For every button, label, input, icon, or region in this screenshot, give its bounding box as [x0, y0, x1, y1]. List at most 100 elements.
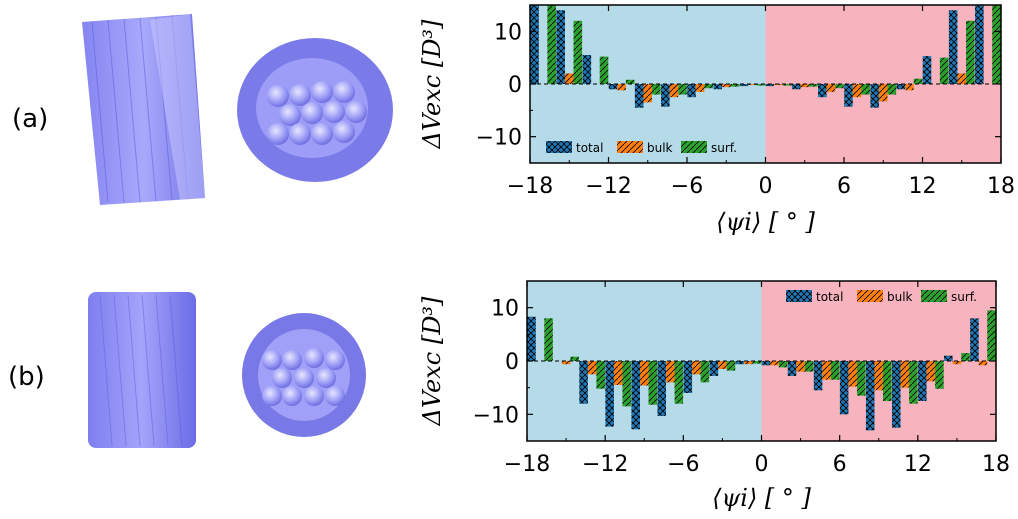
chart-a-bar-total [844, 84, 853, 107]
chart-a-bar-bulk [669, 84, 679, 98]
chart-b-bar-surf [674, 361, 684, 404]
chart-b-bar-bulk [639, 361, 649, 386]
chart-b-bar-bulk [561, 361, 571, 365]
panel-label-b: (b) [8, 362, 45, 392]
chart-a-bar-bulk [800, 84, 810, 88]
chart-a-xtick-label: −12 [585, 174, 631, 199]
chart-a-ytick-label: −10 [476, 126, 522, 151]
chart-b-bar-bulk [744, 361, 753, 365]
chart-b-bar-surf [987, 310, 996, 361]
chart-a-bar-total [556, 10, 565, 85]
chart-b-bar-surf [596, 361, 605, 389]
chart-a-bar-bulk [878, 84, 888, 102]
chart-b-bar-bulk [952, 361, 962, 365]
chart-b-ytick-label: 10 [491, 297, 519, 322]
chart-b-bar-bulk [900, 361, 910, 388]
chart-b-legend-label-surf: surf. [951, 290, 977, 304]
chart-a-bar-surf [756, 84, 766, 86]
chart-b-bar-total [527, 316, 536, 361]
chart-b-bar-surf [961, 353, 970, 361]
chart-a-bar-total [765, 84, 775, 87]
chart-a-legend-swatch-total [546, 141, 572, 153]
chart-a-xtick-label: −18 [507, 174, 553, 199]
chart-a-bar-surf [547, 5, 556, 84]
chart-b-bar-total [631, 361, 640, 430]
chart-b-bar-surf [700, 361, 710, 383]
chart-b-bar-surf [935, 361, 944, 389]
chart-b-bar-bulk [822, 361, 831, 380]
chart-b-bar-bulk [718, 361, 727, 369]
chart-b-bar-surf [856, 361, 866, 396]
chart-a-bar-bulk [643, 84, 653, 103]
chart-b-ylabel: ΔVexc [D³] [418, 296, 446, 426]
chart-a-bar-surf [704, 84, 713, 89]
chart-a-bar-total [791, 84, 801, 90]
chart-b-ytick-label: −10 [473, 403, 519, 428]
chart-b-xtick-label: 12 [904, 452, 932, 477]
chart-b-bar-total [683, 361, 693, 393]
chart-b-xtick-label: −18 [504, 452, 550, 477]
chart-a-bar-surf [913, 78, 923, 84]
chart-b-bar-bulk [770, 361, 779, 366]
chart-a-xtick-label: 12 [909, 174, 937, 199]
chart-b-ytick-label: 0 [505, 350, 519, 375]
chart-a-bar-surf [573, 20, 583, 84]
chart-b-bar-surf [622, 361, 632, 407]
chart-b-bar-surf [883, 361, 892, 401]
chart-a-bar-surf [782, 84, 792, 86]
chart-b-bar-bulk [848, 361, 857, 387]
chart-b-bar-total [761, 361, 771, 366]
panel-label-a: (a) [12, 104, 49, 134]
chart-b-xlabel: ⟨ψi⟩ [ ° ] [712, 484, 811, 512]
chart-a-bar-total [975, 5, 984, 84]
chart-b-bar-total [735, 361, 745, 365]
chart-b-bar-total [839, 361, 849, 415]
chart-a-legend-label-bulk: bulk [647, 141, 673, 155]
chart-b-legend-swatch-bulk [857, 290, 883, 302]
chart-a-xlabel: ⟨ψi⟩ [ ° ] [716, 208, 815, 236]
chart-b-bar-surf [804, 361, 814, 372]
chart-a-bar-bulk [774, 84, 783, 86]
chart-a-bar-surf [861, 84, 870, 95]
chart-b-bar-bulk [796, 361, 805, 372]
chart-a-bar-bulk [852, 84, 862, 98]
chart-a-bar-surf [966, 20, 975, 84]
chart-b-legend-label-bulk: bulk [887, 290, 913, 304]
chart-a-bar-surf [992, 5, 1001, 84]
chart-a-bar-total [661, 84, 670, 107]
chart-a-bar-total [582, 55, 592, 84]
chart-a-bar-surf [730, 84, 740, 87]
chart-a-legend-label-total: total [576, 141, 603, 155]
chart-a-bar-total [530, 5, 539, 84]
bundle-a-top-view [237, 38, 393, 182]
chart-b-bar-total [865, 361, 875, 431]
chart-a-bar-total [634, 84, 644, 108]
chart-a-bar-bulk [957, 73, 967, 84]
bundle-b-top-view [242, 313, 366, 437]
chart-a-bar-surf [678, 84, 687, 95]
chart-a-bar-total [739, 84, 749, 87]
chart-b-bar-total [918, 361, 927, 401]
chart-a-xtick-label: 0 [759, 174, 773, 199]
chart-a-bar-surf [625, 79, 635, 84]
chart-a-bar-surf [835, 84, 844, 89]
chart-a-xtick-label: 6 [837, 174, 851, 199]
chart-a-bar-surf [599, 56, 609, 84]
chart-b-bar-surf [778, 361, 788, 368]
chart-b-xtick-label: 6 [833, 452, 847, 477]
chart-a-ytick-label: 10 [494, 20, 522, 45]
chart-a-legend-label-surf: surf. [711, 141, 737, 155]
chart-b-bar-surf [648, 361, 658, 405]
chart-a-bar-surf [939, 57, 949, 84]
chart-b-bar-surf [909, 361, 918, 404]
chart-b-bar-total [787, 361, 797, 376]
chart-b-xtick-label: −6 [667, 452, 699, 477]
chart-a-ylabel: ΔVexc [D³] [418, 19, 446, 149]
chart-b-bar-total [891, 361, 901, 428]
chart-a-ytick-label: 0 [508, 73, 522, 98]
chart-b-xtick-label: −12 [582, 452, 628, 477]
chart-b-bar-bulk [978, 361, 988, 366]
chart-a-bar-bulk [695, 84, 705, 92]
